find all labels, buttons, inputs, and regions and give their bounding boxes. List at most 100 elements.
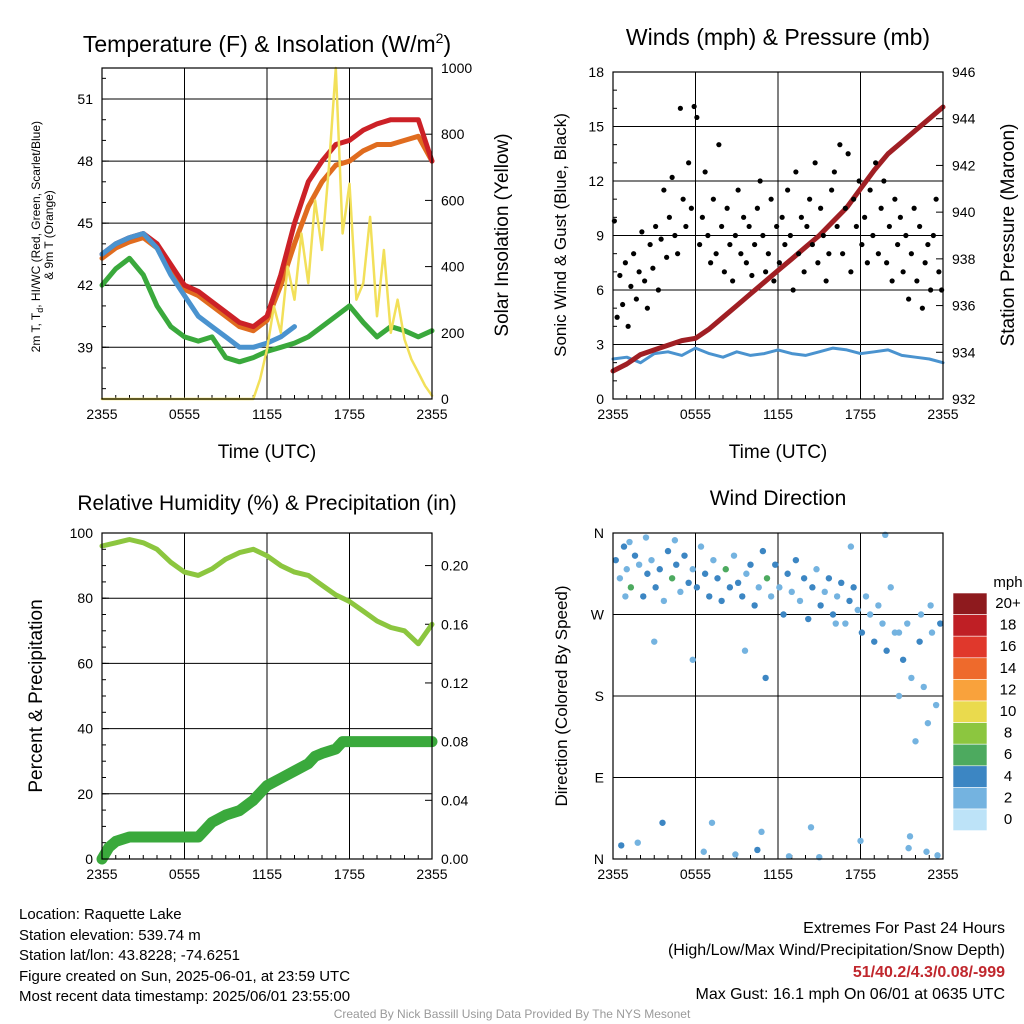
direction-point (785, 853, 793, 860)
plot-border (612, 532, 944, 860)
direction-point (673, 561, 680, 568)
gust-point (644, 305, 650, 311)
direction-point (904, 620, 911, 627)
direction-point (618, 842, 625, 849)
x-tick-label: 0555 (680, 406, 711, 422)
direction-point (883, 647, 890, 654)
direction-point (934, 852, 941, 859)
gust-point (669, 174, 675, 180)
gust-point (752, 241, 758, 248)
gust-point (680, 196, 686, 202)
y-tick-label: 60 (77, 655, 93, 671)
direction-point (642, 534, 650, 541)
gust-point (639, 229, 645, 235)
y-tick-label: 80 (77, 590, 93, 606)
legend-swatch (952, 635, 988, 659)
direction-point (640, 593, 647, 600)
direction-point (772, 561, 779, 568)
gust-point (686, 160, 692, 166)
direction-point (726, 584, 734, 591)
legend-swatch (952, 787, 988, 810)
gust-point (834, 223, 840, 230)
gust-point (823, 278, 829, 284)
wind-direction-title: Wind Direction (710, 487, 847, 510)
direction-point (671, 537, 679, 544)
direction-point (681, 552, 688, 559)
legend-label: 2 (1004, 789, 1012, 806)
gust-point (853, 223, 859, 230)
y-tick-label: 9 (596, 228, 604, 244)
direction-point (767, 593, 775, 600)
gust-point (771, 278, 777, 284)
x-tick-label: 1755 (845, 866, 876, 882)
direction-point (747, 561, 754, 568)
direction-point (631, 552, 639, 559)
gust-point (672, 232, 678, 239)
max-gust-text: Max Gust: 16.1 mph On 06/01 at 0635 UTC (695, 986, 1006, 1003)
gust-point (895, 241, 901, 248)
legend-label: 20+ (995, 595, 1021, 612)
gust-point (870, 232, 876, 239)
direction-point (879, 620, 886, 627)
winds-panel: Winds (mph) & Pressure (mb) Sonic Wind &… (551, 24, 1019, 463)
gust-point (859, 241, 865, 248)
direction-point (776, 584, 783, 591)
x-tick-label: 1155 (763, 406, 793, 422)
y-tick-label: N (594, 851, 604, 867)
gust-point (735, 187, 741, 193)
gust-point (721, 269, 727, 275)
y-tick-label: 12 (588, 173, 604, 189)
meteogram-figure: Temperature (F) & Insolation (W/m2) 2m T… (26, 24, 1023, 882)
direction-point (660, 597, 668, 605)
gust-point (842, 205, 848, 211)
x-tick-label: 0555 (169, 406, 200, 422)
y-tick-label: S (595, 688, 604, 704)
y-tick-label: 6 (596, 282, 604, 298)
legend-title: mph (993, 574, 1022, 591)
direction-point (644, 570, 651, 577)
temperature-ylabel-right: Solar Insolation (Yellow) (492, 133, 513, 336)
direction-point (759, 547, 767, 555)
direction-point (718, 597, 725, 605)
gust-point (933, 196, 939, 202)
direction-point (895, 692, 903, 700)
direction-point (838, 579, 845, 587)
humidity-title: Relative Humidity (%) & Precipitation (i… (77, 492, 456, 515)
direction-point (693, 584, 701, 591)
extremes-info: Extremes For Past 24 Hours (High/Low/Max… (668, 918, 1005, 1006)
gust-point (697, 241, 703, 248)
direction-point (924, 719, 932, 727)
gust-point (774, 223, 780, 230)
gust-point (738, 251, 744, 257)
direction-point (758, 828, 765, 836)
gust-point (881, 178, 887, 184)
direction-point (620, 543, 628, 550)
gust-point (625, 323, 631, 329)
direction-point (739, 593, 746, 600)
gust-point (919, 305, 925, 311)
gust-point (930, 232, 936, 239)
direction-point (875, 602, 882, 609)
direction-point (817, 602, 824, 609)
y-tick-label: 100 (70, 525, 94, 541)
location-text: Location: Raquette Lake (19, 906, 182, 923)
y-tick-label: 45 (77, 215, 93, 231)
direction-point (710, 556, 717, 564)
plot-border (101, 67, 433, 400)
gust-point (804, 223, 810, 230)
direction-point (895, 629, 903, 636)
gust-point (862, 214, 868, 220)
gust-point (782, 241, 788, 248)
legend-label: 16 (1000, 638, 1017, 655)
x-tick-label: 2355 (597, 406, 628, 422)
gust-point (617, 272, 623, 279)
gust-point (683, 223, 689, 230)
direction-point (755, 584, 762, 591)
gust-point (787, 232, 793, 239)
gust-point (837, 142, 843, 148)
direction-point (689, 566, 696, 573)
temperature-title: Temperature (F) & Insolation (W/m2) (83, 30, 451, 57)
y2-tick-label: 944 (952, 111, 976, 127)
gust-point (620, 301, 626, 308)
y-tick-label: E (595, 770, 604, 786)
